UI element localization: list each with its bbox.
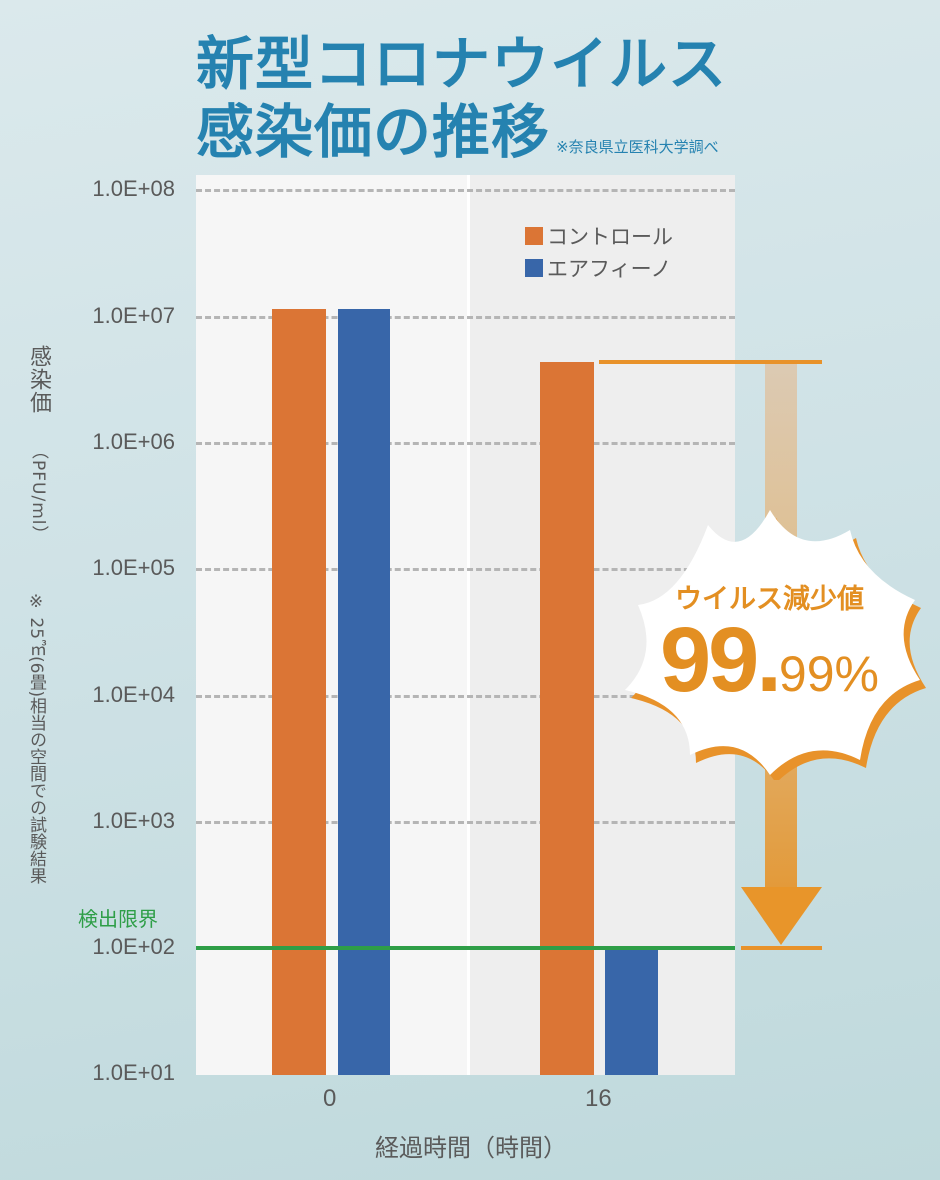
x-axis-label: 経過時間（時間） [375, 1134, 567, 1162]
y-tick: 1.0E+07 [92, 303, 175, 328]
gridline-1e7 [196, 316, 735, 319]
y-axis-unit: （PFU/ml） [28, 442, 48, 544]
panel-divider [467, 175, 470, 1075]
gridline-1e8 [196, 189, 735, 192]
reduction-title: ウイルス減少値 [675, 584, 864, 615]
plot-area [196, 175, 735, 1075]
chart-title: 新型コロナウイルス 感染価の推移 ※奈良県立医科大学調べ [196, 30, 727, 181]
gridline-1e6 [196, 442, 735, 445]
bar-airfino-16h [605, 948, 658, 1075]
bar-control-16h [540, 362, 594, 1075]
legend-swatch-airfino [525, 259, 543, 277]
legend-item-airfino: エアフィーノ [525, 252, 673, 284]
burst-badge-icon [625, 510, 926, 780]
detection-limit-label: 検出限界 [78, 907, 158, 931]
title-line-2: 感染価の推移 ※奈良県立医科大学調べ [196, 98, 719, 166]
detection-limit-line [196, 946, 735, 950]
y-tick: 1.0E+03 [92, 808, 175, 833]
reduction-top-marker [599, 360, 822, 364]
legend: コントロール エアフィーノ [525, 220, 673, 284]
bar-airfino-0h [338, 309, 390, 1075]
legend-swatch-control [525, 227, 543, 245]
bar-control-0h [272, 309, 326, 1075]
y-tick: 1.0E+02 [92, 934, 175, 959]
reduction-bottom-marker [741, 946, 822, 950]
panel-0h [196, 175, 467, 1075]
y-axis-note: ※ 25㎥(6畳)相当の空間での試験結果 [26, 592, 46, 885]
x-tick: 0 [323, 1085, 337, 1112]
arrow-down-icon [741, 887, 822, 945]
y-tick: 1.0E+04 [92, 682, 175, 707]
gridline-1e3 [196, 821, 735, 824]
y-tick: 1.0E+01 [92, 1060, 175, 1085]
gridline-1e4 [196, 695, 735, 698]
legend-item-control: コントロール [525, 220, 673, 252]
y-tick: 1.0E+05 [92, 555, 175, 580]
title-line-1: 新型コロナウイルス [196, 30, 728, 98]
y-tick: 1.0E+08 [92, 176, 175, 201]
y-tick: 1.0E+06 [92, 429, 175, 454]
gridline-1e5 [196, 568, 735, 571]
source-note: ※奈良県立医科大学調べ [556, 138, 719, 156]
x-tick: 16 [585, 1085, 612, 1112]
reduction-value: 99.99% [660, 609, 879, 711]
y-axis-label: 感染価（PFU/ml） [26, 345, 51, 544]
